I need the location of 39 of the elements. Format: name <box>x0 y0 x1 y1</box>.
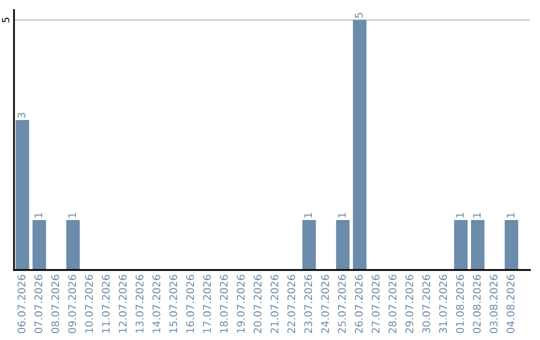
x-tick-label: 08.07.2026 <box>51 274 60 334</box>
data-label: 1 <box>68 212 76 218</box>
x-tick-label: 19.07.2026 <box>236 274 245 333</box>
x-tick-label: 12.07.2026 <box>118 274 127 333</box>
data-label: 1 <box>304 212 312 218</box>
x-tick-label: 11.07.2026 <box>102 274 110 333</box>
x-tick-label: 22.07.2026 <box>287 274 296 334</box>
x-tick-label: 18.07.2026 <box>220 274 228 333</box>
x-tick-label: 25.07.2026 <box>338 274 346 334</box>
x-tick-label: 20.07.2026 <box>254 274 262 334</box>
x-tick-label: 26.07.2026 <box>354 274 363 334</box>
x-tick-label: 21.07.2026 <box>270 274 278 334</box>
data-label: 1 <box>456 212 464 218</box>
x-tick-label: 13.07.2026 <box>136 274 144 333</box>
x-tick-label: 29.07.2026 <box>405 274 414 334</box>
x-tick-label: 28.07.2026 <box>388 274 396 334</box>
x-tick-label: 30.07.2026 <box>422 274 430 334</box>
x-tick-label: 15.07.2026 <box>169 274 178 333</box>
data-label: 1 <box>473 212 481 218</box>
x-tick-label: 07.07.2026 <box>34 274 42 334</box>
x-tick-label: 31.07.2026 <box>439 274 448 334</box>
x-tick-label: 17.07.2026 <box>203 274 211 333</box>
x-tick-label: 03.08.2026 <box>490 274 498 334</box>
x-tick-label: 04.08.2026 <box>506 274 514 334</box>
data-label: 1 <box>506 212 514 218</box>
x-tick-label: 10.07.2026 <box>85 274 93 333</box>
x-tick-label: 09.07.2026 <box>68 274 76 334</box>
x-tick-label: 01.08.2026 <box>456 274 464 334</box>
data-label: 1 <box>34 212 42 218</box>
x-tick-label: 06.07.2026 <box>18 274 26 334</box>
x-tick-label: 23.07.2026 <box>304 274 312 334</box>
data-label: 5 <box>354 12 363 18</box>
x-tick-label: 14.07.2026 <box>152 274 160 333</box>
x-tick-label: 27.07.2026 <box>372 274 380 334</box>
x-tick-label: 24.07.2026 <box>321 274 329 334</box>
data-label: 3 <box>18 112 26 118</box>
data-label: 1 <box>338 212 346 218</box>
x-tick-label: 02.08.2026 <box>472 274 481 334</box>
x-tick-label: 16.07.2026 <box>186 274 194 333</box>
